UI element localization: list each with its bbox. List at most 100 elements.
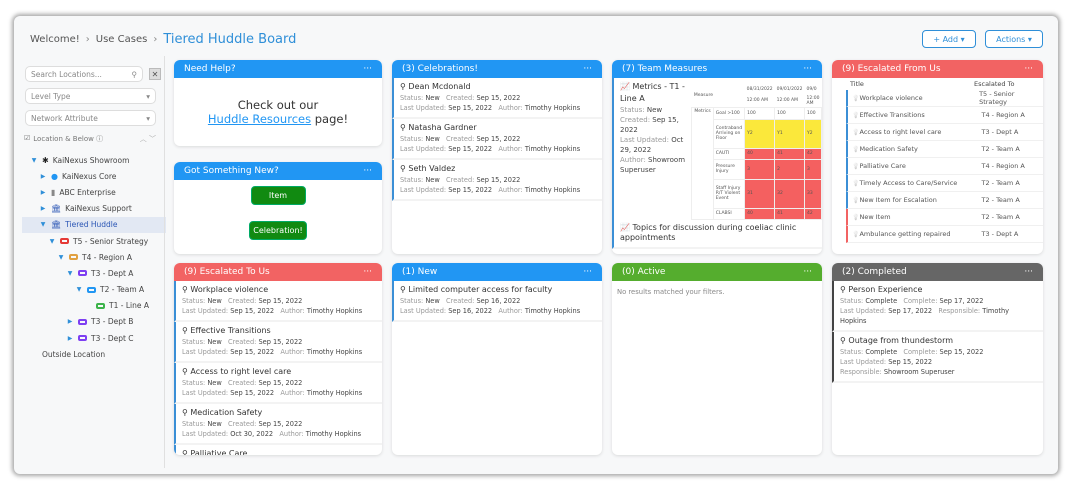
- caret-down-icon[interactable]: ▼: [49, 237, 55, 245]
- escalation-row[interactable]: 💡 Workplace violence T5 - Senior Strategy: [846, 90, 1043, 107]
- tree-item[interactable]: ▼ T4 - Region A: [22, 249, 166, 265]
- metric-value[interactable]: 100: [744, 107, 776, 120]
- caret-down-icon[interactable]: ▼: [67, 269, 73, 277]
- escalation-row[interactable]: 💡 New Item T2 - Team A: [846, 209, 1043, 226]
- metric-value[interactable]: 40: [744, 207, 776, 220]
- caret-down-icon[interactable]: ▼: [40, 221, 46, 229]
- tree-item[interactable]: ▼ T3 - Dept A: [22, 265, 166, 281]
- field-label: Status:: [182, 379, 208, 387]
- updated-value: Oct 30, 2022: [230, 430, 274, 438]
- metric-value[interactable]: 41: [774, 207, 806, 220]
- caret-right-icon[interactable]: ▶: [40, 188, 46, 196]
- escalation-row[interactable]: 💡 Access to right level care T3 - Dept A: [846, 124, 1043, 141]
- metric-value[interactable]: Y2: [744, 118, 776, 149]
- actions-button[interactable]: Actions ▾: [985, 30, 1043, 48]
- item-card[interactable]: ⚲ Medication Safety Status: New Created: …: [174, 404, 382, 445]
- caret-right-icon[interactable]: ▶: [67, 334, 73, 342]
- metric-value[interactable]: 31: [744, 178, 776, 209]
- breadcrumb-use-cases[interactable]: Use Cases: [95, 34, 148, 45]
- tree-item[interactable]: ▶ T3 - Dept C: [22, 330, 166, 346]
- more-icon[interactable]: ···: [363, 267, 372, 277]
- new-item-button[interactable]: Item: [250, 186, 306, 205]
- item-card[interactable]: ⚲ Outage from thundestorm Status: Complet…: [832, 332, 1043, 383]
- topic-title: Topics for discussion during coeliac cli…: [620, 223, 797, 242]
- item-card[interactable]: ⚲ Natasha Gardner Status: New Created: Se…: [392, 119, 602, 160]
- item-card[interactable]: ⚲ Person Experience Status: Complete Comp…: [832, 281, 1043, 332]
- metric-value[interactable]: 40: [744, 147, 776, 160]
- tree-item-label: T1 - Line A: [109, 301, 149, 311]
- lightbulb-icon: 💡: [852, 145, 860, 153]
- item-title: Workplace violence: [190, 285, 269, 294]
- caret-down-icon[interactable]: ▼: [58, 253, 64, 261]
- tree-item[interactable]: ▶ ▮ ABC Enterprise: [22, 184, 166, 200]
- metric-card[interactable]: 📈 Metrics - T1 - Line A Status: New Crea…: [612, 78, 822, 220]
- escalation-row[interactable]: 💡 New Item for Escalation T2 - Team A: [846, 192, 1043, 209]
- more-icon[interactable]: ···: [803, 64, 812, 74]
- metric-value[interactable]: 3: [804, 158, 822, 180]
- metric-value[interactable]: 100: [804, 107, 822, 120]
- add-button[interactable]: + Add ▾: [922, 30, 976, 48]
- metric-value[interactable]: 41: [774, 147, 806, 160]
- column-header-title[interactable]: Title: [850, 80, 864, 88]
- metric-value[interactable]: 2: [774, 158, 806, 180]
- metric-value[interactable]: 42: [804, 207, 822, 220]
- time-header: 12:00 AM: [776, 98, 798, 104]
- tree-item[interactable]: ▶ ● KaiNexus Core: [22, 168, 166, 184]
- tree-item[interactable]: ▶ T3 - Dept B: [22, 314, 166, 330]
- escalation-row[interactable]: 💡 Ambulance getting repaired T3 - Dept A: [846, 226, 1043, 243]
- item-card[interactable]: ⚲ Access to right level care Status: New …: [174, 363, 382, 404]
- caret-down-icon[interactable]: ▼: [31, 156, 37, 164]
- tree-item[interactable]: ▼ T5 - Senior Strategy: [22, 233, 166, 249]
- metric-value[interactable]: 100: [774, 107, 806, 120]
- item-card[interactable]: ⚲ Dean Mcdonald Status: New Created: Sep …: [392, 78, 602, 119]
- caret-right-icon[interactable]: ▶: [40, 172, 46, 180]
- tree-item[interactable]: Outside Location: [22, 346, 166, 362]
- network-attribute-select[interactable]: Network Attribute ▾: [25, 110, 156, 126]
- item-card[interactable]: ⚲ Workplace violence Status: New Created:…: [174, 281, 382, 322]
- metric-value[interactable]: 32: [774, 178, 806, 209]
- metric-value[interactable]: 42: [804, 147, 822, 160]
- location-below-toggle[interactable]: ☑ Location & Below ⓘ ︿ ﹀: [24, 134, 156, 144]
- more-icon[interactable]: ···: [363, 64, 372, 74]
- tree-item[interactable]: ▼ T2 - Team A: [22, 282, 166, 298]
- escalation-row[interactable]: 💡 Medication Safety T2 - Team A: [846, 141, 1043, 158]
- tree-item[interactable]: ▼ 🏛 Tiered Huddle: [22, 216, 166, 233]
- metric-value[interactable]: 33: [804, 178, 822, 209]
- item-card[interactable]: ⚲ Palliative Care: [174, 445, 382, 455]
- updated-value: Sep 17, 2022: [888, 307, 933, 315]
- escalation-title: Access to right level care: [859, 128, 942, 136]
- caret-right-icon[interactable]: ▶: [40, 205, 46, 213]
- more-icon[interactable]: ···: [363, 166, 372, 176]
- clear-button[interactable]: ✕: [149, 68, 161, 80]
- more-icon[interactable]: ···: [1024, 64, 1033, 74]
- more-icon[interactable]: ···: [583, 64, 592, 74]
- escalation-row[interactable]: 💡 Timely Access to Care/Service T2 - Team…: [846, 175, 1043, 192]
- caret-right-icon[interactable]: ▶: [67, 318, 73, 326]
- escalation-row[interactable]: 💡 Effective Transitions T4 - Region A: [846, 107, 1043, 124]
- more-icon[interactable]: ···: [583, 267, 592, 277]
- metric-value[interactable]: 3: [744, 158, 776, 180]
- item-card[interactable]: ⚲ Limited computer access for faculty Sta…: [392, 281, 602, 322]
- sidebar-divider[interactable]: [164, 56, 165, 468]
- new-celebration-button[interactable]: Celebration!: [249, 221, 307, 240]
- topic-card[interactable]: 📈 Topics for discussion during coeliac c…: [612, 220, 822, 249]
- collapse-expand-icons[interactable]: ︿ ﹀: [139, 135, 156, 143]
- search-locations-input[interactable]: Search Locations... ⚲: [25, 66, 143, 82]
- checkbox-icon[interactable]: ☑: [24, 134, 31, 142]
- tree-item[interactable]: ▶ 🏛 KaiNexus Support: [22, 201, 166, 217]
- item-card[interactable]: ⚲ Effective Transitions Status: New Creat…: [174, 322, 382, 363]
- metric-value[interactable]: Y2: [804, 118, 822, 149]
- escalation-row[interactable]: 💡 Palliative Care T4 - Region A: [846, 158, 1043, 175]
- caret-down-icon[interactable]: ▼: [76, 286, 82, 294]
- tree-item[interactable]: ▼ ✱ KaiNexus Showroom: [22, 152, 166, 168]
- more-icon[interactable]: ···: [803, 267, 812, 277]
- item-card[interactable]: ⚲ Seth Valdez Status: New Created: Sep 15…: [392, 160, 602, 201]
- breadcrumb-welcome[interactable]: Welcome!: [30, 34, 80, 45]
- more-icon[interactable]: ···: [1024, 267, 1033, 277]
- huddle-resources-link[interactable]: Huddle Resources: [207, 112, 312, 126]
- level-type-select[interactable]: Level Type ▾: [25, 88, 156, 104]
- column-header-escalated-to[interactable]: Escalated To: [974, 80, 1015, 88]
- field-label: Last Updated:: [400, 145, 449, 153]
- tree-item[interactable]: T1 - Line A: [22, 298, 166, 314]
- metric-value[interactable]: Y1: [774, 118, 806, 149]
